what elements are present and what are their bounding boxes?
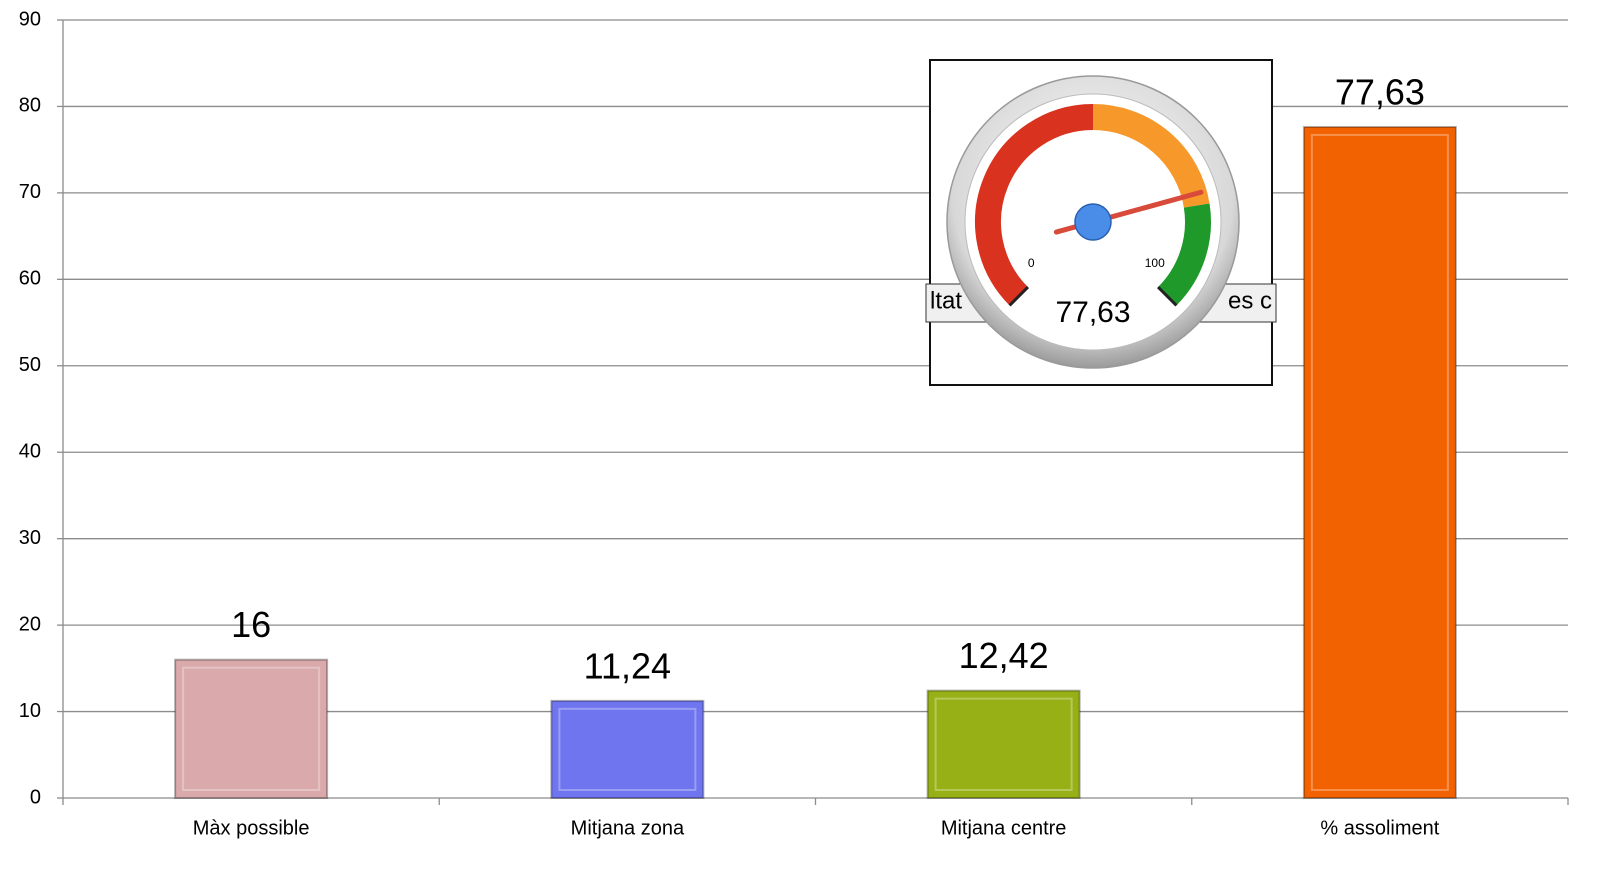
y-tick-label: 60 <box>19 268 41 290</box>
y-tick-label: 0 <box>30 786 41 808</box>
gauge-hub <box>1075 204 1111 240</box>
x-tick-label: Màx possible <box>193 817 310 839</box>
value-label: 16 <box>231 604 271 645</box>
x-tick-label: Mitjana centre <box>941 817 1067 839</box>
background-text: ltat <box>930 287 962 314</box>
y-tick-label: 10 <box>19 700 41 722</box>
y-tick-label: 50 <box>19 354 41 376</box>
value-label: 77,63 <box>1335 71 1425 112</box>
bar <box>551 701 703 798</box>
bar <box>928 691 1080 798</box>
gauge-tick-label: 0 <box>1028 256 1035 270</box>
y-tick-label: 30 <box>19 527 41 549</box>
bar <box>1304 127 1456 798</box>
bar <box>175 660 327 798</box>
y-tick-label: 20 <box>19 613 41 635</box>
value-label: 11,24 <box>584 645 671 686</box>
chart: 0 10 20 30 40 50 60 70 80 90 16 Màx possible 11,24 Mi… <box>0 0 1623 875</box>
background-text: es c <box>1228 287 1272 314</box>
y-tick-label: 40 <box>19 441 41 463</box>
y-tick-label: 90 <box>19 8 41 30</box>
x-tick-label: % assoliment <box>1320 817 1439 839</box>
y-tick-label: 70 <box>19 181 41 203</box>
gauge-value-label: 77,63 <box>1055 296 1130 329</box>
value-label: 12,42 <box>959 635 1049 676</box>
gauge-tick-label: 100 <box>1145 256 1165 270</box>
y-tick-label: 80 <box>19 95 41 117</box>
x-tick-label: Mitjana zona <box>571 817 685 839</box>
